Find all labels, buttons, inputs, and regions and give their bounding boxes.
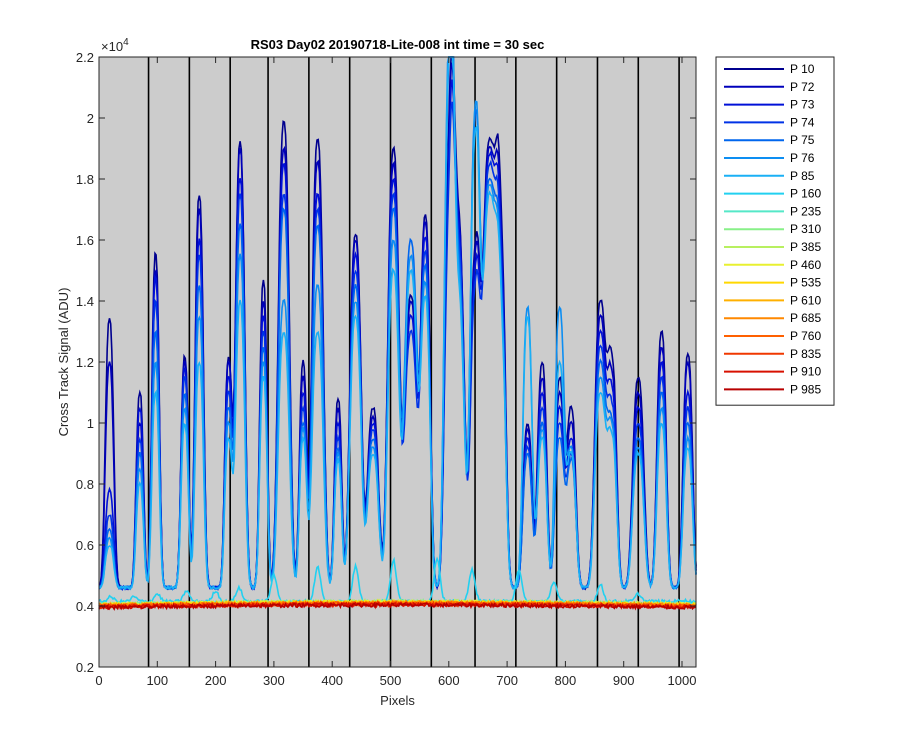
legend-entry: P 685	[790, 311, 821, 325]
x-axis: 0 100 200 300 400 500 600 700 800 900 1000	[95, 57, 696, 688]
y-tick-label: 0.8	[76, 477, 94, 492]
x-tick-label: 0	[95, 673, 102, 688]
legend-entry: P 835	[790, 347, 821, 361]
y-tick-label: 1.6	[76, 233, 94, 248]
legend-entry: P 75	[790, 133, 815, 147]
legend-entry: P 235	[790, 204, 821, 218]
x-tick-label: 200	[205, 673, 227, 688]
legend-entry: P 310	[790, 222, 821, 236]
y-tick-label: 0.2	[76, 660, 94, 675]
legend-entry: P 385	[790, 240, 821, 254]
series-line-p-985	[98, 601, 697, 611]
legend-entry: P 76	[790, 151, 815, 165]
x-tick-label: 400	[321, 673, 343, 688]
legend-entry: P 72	[790, 80, 815, 94]
series-line-p-85	[98, 56, 697, 591]
chart-title: RS03 Day02 20190718-Lite-008 int time = …	[251, 37, 545, 52]
legend-entry: P 160	[790, 187, 821, 201]
legend-entry: P 610	[790, 293, 821, 307]
legend-entry: P 985	[790, 382, 821, 396]
x-tick-label: 900	[613, 673, 635, 688]
x-tick-label: 600	[438, 673, 460, 688]
x-tick-label: 500	[380, 673, 402, 688]
y-tick-label: 2.2	[76, 50, 94, 65]
legend-entry: P 73	[790, 98, 815, 112]
legend-entry: P 460	[790, 258, 821, 272]
y-tick-label: 0.6	[76, 538, 94, 553]
x-tick-label: 700	[496, 673, 518, 688]
legend-entry: P 85	[790, 169, 815, 183]
y-axis-label: Cross Track Signal (ADU)	[56, 288, 71, 437]
y-axis: 0.2 0.4 0.6 0.8 1 1.2 1.4 1.6 1.8 2 2.2	[76, 50, 696, 675]
y-exponent-label: ×104	[101, 37, 129, 54]
legend-entry: P 760	[790, 329, 821, 343]
y-tick-label: 1.4	[76, 294, 94, 309]
x-tick-label: 800	[555, 673, 577, 688]
x-tick-label: 300	[263, 673, 285, 688]
x-tick-label: 1000	[668, 673, 697, 688]
y-tick-label: 2	[87, 111, 94, 126]
y-exponent-base: ×10	[101, 39, 123, 54]
legend-box	[715, 56, 835, 406]
y-tick-label: 0.4	[76, 599, 94, 614]
legend-entry: P 74	[790, 115, 815, 129]
legend-entry: P 910	[790, 365, 821, 379]
series-lines	[98, 56, 697, 611]
y-tick-label: 1.2	[76, 355, 94, 370]
x-axis-label: Pixels	[380, 693, 415, 708]
legend: P 10 P 72 P 73 P 74 P 75 P 76 P 85 P 160 P 235 P …	[715, 56, 835, 406]
y-tick-label: 1	[87, 416, 94, 431]
legend-entry: P 10	[790, 62, 815, 76]
legend-entry: P 535	[790, 276, 821, 290]
x-tick-label: 100	[146, 673, 168, 688]
y-exponent-power: 4	[123, 37, 129, 48]
y-tick-label: 1.8	[76, 172, 94, 187]
